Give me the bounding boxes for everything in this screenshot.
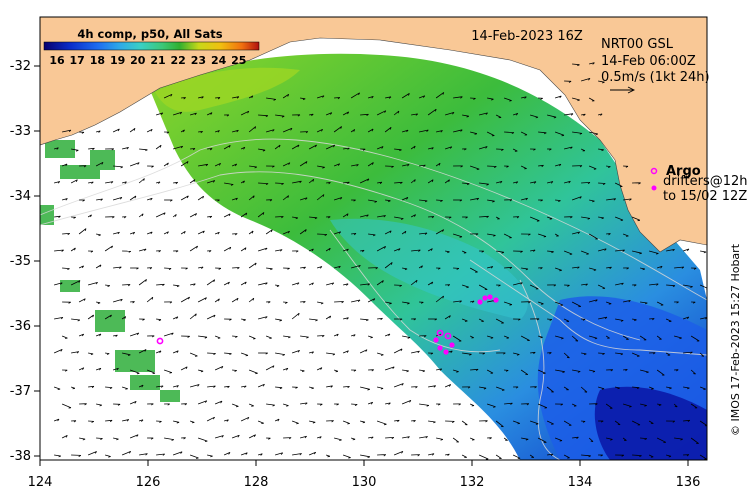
argo-float-marker (444, 332, 452, 340)
legend-tick-label: 21 (150, 54, 165, 67)
legend-title: 4h comp, p50, All Sats (77, 27, 222, 41)
legend-tick-label: 17 (70, 54, 85, 67)
argo-legend-icon (650, 167, 658, 175)
x-tick-label: 134 (568, 475, 593, 490)
legend-colorbar (43, 41, 260, 51)
sst-warm-patch (155, 67, 300, 112)
y-tick-label: -35 (10, 254, 31, 269)
x-tick-label: 130 (352, 475, 377, 490)
sst-cyan-band (330, 218, 528, 320)
bathymetry-contours (40, 138, 707, 460)
y-tick-label: -37 (10, 384, 31, 399)
y-tick-label: -33 (10, 124, 31, 139)
land-mass (40, 17, 707, 253)
y-axis: -32 -33 -34 -35 -36 -37 -38 (10, 59, 40, 464)
legend-tick-label: 16 (49, 54, 65, 67)
drifter-legend-label: drifters@12h (663, 174, 748, 189)
header-date: 14-Feb-2023 16Z (471, 29, 583, 44)
argo-float-marker (436, 329, 444, 337)
current-vectors (53, 62, 707, 460)
x-tick-label: 124 (28, 475, 53, 490)
legend-tick-label: 18 (90, 54, 105, 67)
drifter-legend-icon (651, 185, 657, 191)
x-axis: 124 126 128 130 132 134 136 (28, 460, 701, 490)
argo-float-marker (156, 337, 164, 345)
legend-tick-label: 22 (171, 54, 186, 67)
sst-west-patches (40, 140, 180, 402)
legend-tick-label: 24 (211, 54, 227, 67)
legend-tick-labels: 16 17 18 19 20 21 22 23 24 25 (49, 54, 246, 67)
x-tick-label: 126 (136, 475, 161, 490)
argo-floats (156, 329, 452, 345)
vector-scale-arrowhead (627, 86, 636, 94)
legend-tick-label: 20 (130, 54, 146, 67)
drifter-legend-range: to 15/02 12Z (663, 189, 747, 204)
x-tick-label: 128 (244, 475, 269, 490)
y-tick-label: -32 (10, 59, 31, 74)
argo-legend-label: Argo (666, 164, 701, 179)
analysis-time: 14-Feb 06:00Z (601, 54, 696, 69)
y-tick-label: -34 (10, 189, 31, 204)
legend-tick-label: 19 (110, 54, 125, 67)
legend-tick-label: 23 (191, 54, 206, 67)
x-tick-label: 136 (676, 475, 701, 490)
x-tick-label: 132 (460, 475, 485, 490)
y-tick-label: -36 (10, 319, 31, 334)
vector-scale-label: 0.5m/s (1kt 24h) (601, 70, 710, 85)
y-tick-label: -38 (10, 449, 31, 464)
info-block: NRT00 GSL 14-Feb 06:00Z 0.5m/s (1kt 24h) (601, 37, 710, 94)
sst-legend: 4h comp, p50, All Sats 16 17 18 19 20 21 22 23 2… (43, 27, 260, 67)
map-plot-area (40, 17, 707, 460)
plot-border (39, 16, 708, 461)
legend-tick-label: 25 (231, 54, 246, 67)
drifter-tracks (433, 294, 499, 355)
model-label: NRT00 GSL (601, 37, 674, 52)
float-legend: Argo drifters@12h to 15/02 12Z (650, 164, 748, 204)
imos-credit: © IMOS 17-Feb-2023 15:27 Hobart (729, 243, 742, 436)
